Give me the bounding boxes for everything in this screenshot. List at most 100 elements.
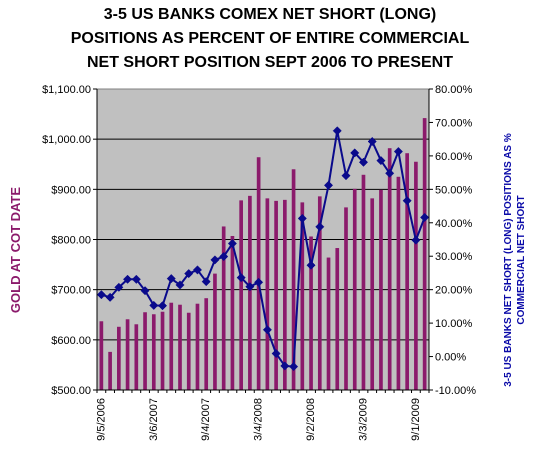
gold-bar	[344, 207, 348, 390]
percent-point	[219, 252, 229, 262]
gold-bar	[195, 303, 200, 390]
percent-point	[96, 290, 106, 300]
x-tick-label: 9/2/2008	[305, 398, 317, 441]
chart-title-line-2: POSITIONS AS PERCENT OF ENTIRE COMMERCIA…	[70, 30, 470, 47]
left-tick-label: $500.00	[51, 385, 91, 397]
right-tick-label: -10.00%	[435, 385, 476, 397]
gold-price-bars	[99, 118, 427, 390]
left-tick-label: $1,100.00	[42, 84, 91, 96]
percent-point	[323, 180, 334, 190]
percent-point	[123, 274, 133, 284]
x-tick-label: 9/1/2009	[410, 398, 422, 441]
gold-bar	[204, 298, 209, 390]
gold-bar	[300, 202, 305, 390]
gold-bar	[169, 302, 174, 390]
gold-bar	[370, 198, 375, 390]
right-tick-label: 20.00%	[435, 285, 473, 297]
percent-point	[376, 156, 386, 166]
left-tick-label: $700.00	[51, 285, 91, 297]
gold-bar	[221, 226, 226, 390]
gold-bar	[317, 196, 322, 390]
right-axis-title-line-2: COMMERCIAL NET SHORT	[516, 195, 527, 324]
percent-point	[149, 300, 159, 310]
percent-point	[306, 260, 316, 270]
right-axis: -10.00% 0.00% 10.00% 20.00% 30.00% 40.00% 50.0…	[428, 84, 476, 397]
percent-point	[166, 274, 176, 284]
x-tick-label: 9/5/2006	[95, 398, 107, 441]
right-tick-label: 60.00%	[435, 151, 473, 163]
gold-bar	[125, 319, 130, 390]
percent-point	[341, 171, 351, 181]
gold-bar	[213, 273, 217, 390]
left-tick-label: $600.00	[51, 335, 91, 347]
gold-bar	[387, 148, 392, 390]
gold-bar	[186, 312, 191, 390]
percent-point	[315, 222, 325, 232]
right-axis-title-line-1: 3-5 US BANKS NET SHORT (LONG) POSITIONS …	[503, 133, 514, 387]
percent-point	[385, 168, 395, 178]
gold-bar	[239, 200, 243, 390]
percent-point	[262, 325, 272, 335]
gold-bar	[108, 351, 112, 390]
percent-point	[105, 292, 115, 302]
percent-point	[140, 286, 150, 296]
chart-title-line-1: 3-5 US BANKS COMEX NET SHORT (LONG)	[103, 6, 437, 23]
left-axis-title: GOLD AT COT DATE	[8, 187, 23, 313]
x-tick-label: 3/6/2007	[148, 398, 160, 441]
percent-point	[280, 361, 290, 371]
gold-bar	[361, 174, 366, 390]
percent-point	[420, 212, 430, 222]
percent-point	[157, 301, 168, 311]
percent-point	[227, 238, 237, 249]
x-axis: 9/5/2006 3/6/2007 9/4/2007 3/4/2008 9/2/2008…	[95, 389, 430, 441]
percent-point	[192, 265, 203, 275]
gold-bar	[134, 324, 139, 390]
gold-bar	[117, 326, 121, 390]
gold-bar	[99, 321, 104, 390]
gold-bar	[335, 248, 340, 390]
percent-point	[175, 280, 185, 290]
gold-bar	[309, 236, 313, 390]
gold-bar	[326, 257, 331, 390]
gold-bar	[405, 153, 409, 390]
percent-point	[332, 126, 342, 136]
gold-bar	[151, 314, 156, 390]
right-tick-label: 10.00%	[435, 318, 473, 330]
percent-point	[131, 274, 141, 284]
percent-point	[297, 213, 307, 223]
left-tick-label: $800.00	[51, 235, 91, 247]
right-tick-label: 70.00%	[435, 117, 473, 129]
gold-bar	[248, 195, 252, 390]
gold-bar	[256, 157, 261, 390]
percent-point	[393, 146, 403, 157]
x-tick-label: 9/4/2007	[200, 398, 212, 441]
right-tick-label: 30.00%	[435, 251, 473, 263]
percent-line-series	[96, 126, 430, 372]
percent-point	[367, 136, 377, 147]
gold-bar	[178, 304, 182, 390]
percent-point	[210, 255, 220, 265]
percent-point	[114, 282, 124, 292]
percent-point	[245, 282, 255, 292]
percent-point	[402, 196, 412, 206]
left-axis: $500.00 $600.00 $700.00 $800.00 $900.00 $1,00…	[42, 84, 98, 397]
left-tick-label: $1,000.00	[42, 134, 91, 146]
right-tick-label: 0.00%	[435, 352, 466, 364]
right-tick-label: 80.00%	[435, 84, 473, 96]
percent-point	[236, 273, 246, 283]
gold-bar	[414, 161, 418, 390]
percent-point	[254, 277, 264, 287]
right-tick-label: 40.00%	[435, 218, 473, 230]
gold-bar	[143, 312, 147, 390]
gold-bar	[160, 311, 165, 390]
gold-bar	[379, 189, 383, 390]
gold-bar	[274, 200, 278, 390]
x-tick-label: 3/3/2009	[357, 398, 369, 441]
gold-bar	[352, 188, 357, 390]
percent-point	[271, 348, 281, 359]
percent-point	[411, 235, 421, 245]
percent-point	[289, 362, 299, 372]
gold-bar	[283, 199, 287, 390]
percent-point	[184, 269, 194, 279]
